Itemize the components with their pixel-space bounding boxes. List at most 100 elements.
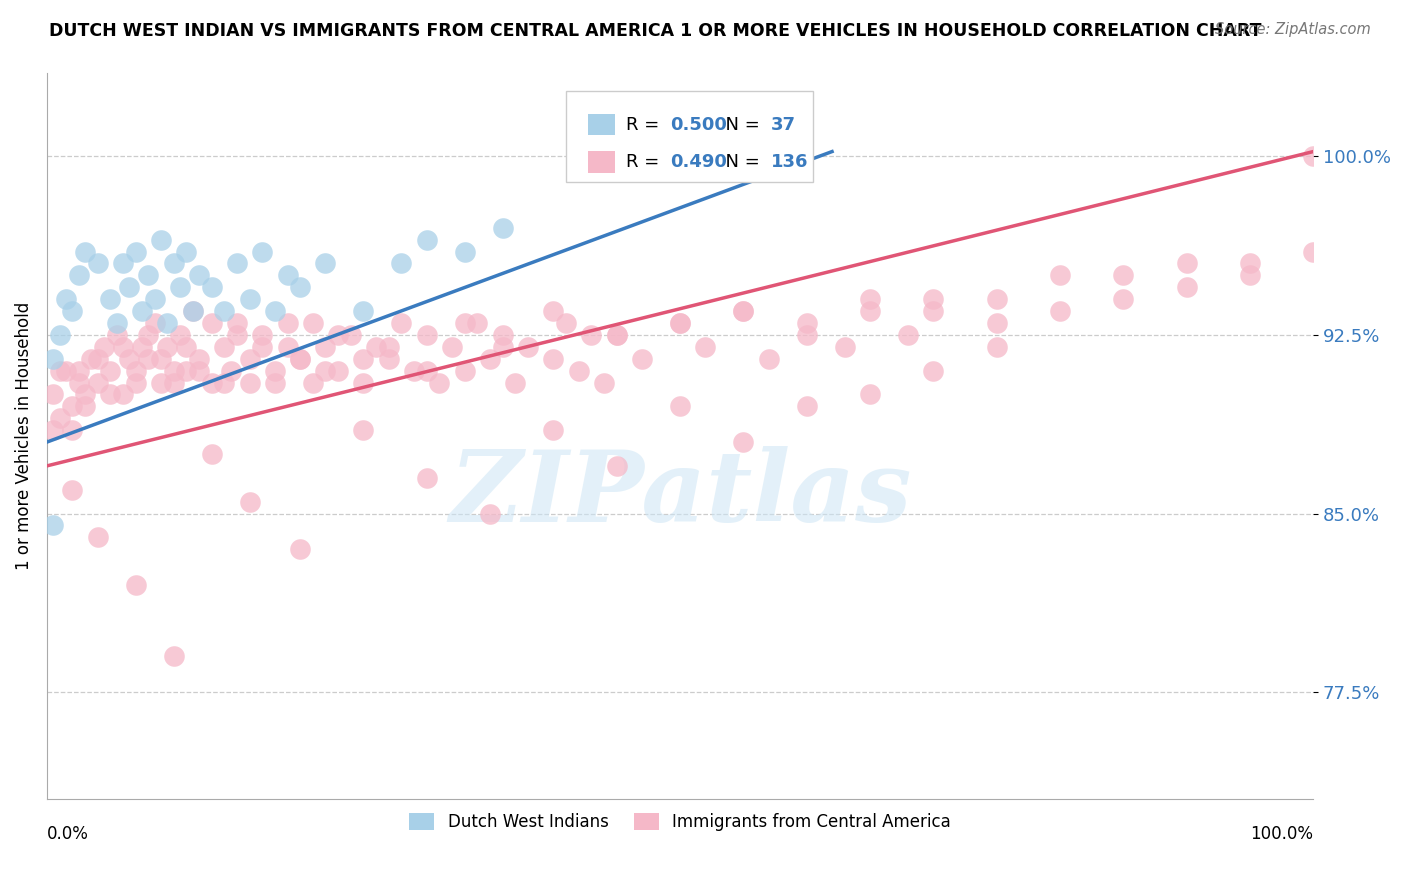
Point	[105, 316, 128, 330]
Point	[796, 327, 818, 342]
Point	[328, 327, 350, 342]
Point	[143, 316, 166, 330]
Point	[366, 340, 388, 354]
Point	[353, 304, 375, 318]
Point	[288, 280, 311, 294]
Point	[1302, 244, 1324, 259]
Point	[93, 340, 115, 354]
Point	[136, 268, 159, 283]
Point	[86, 376, 108, 390]
Point	[1112, 268, 1135, 283]
Point	[758, 351, 780, 366]
Point	[98, 387, 121, 401]
Point	[238, 292, 260, 306]
Text: R =: R =	[626, 153, 665, 171]
Point	[225, 256, 247, 270]
Point	[111, 340, 134, 354]
Point	[187, 364, 209, 378]
Text: 0.490: 0.490	[669, 153, 727, 171]
Point	[479, 507, 502, 521]
Point	[1302, 149, 1324, 163]
Point	[162, 364, 184, 378]
Point	[156, 316, 179, 330]
Point	[922, 292, 945, 306]
Point	[568, 364, 591, 378]
Point	[80, 351, 103, 366]
Point	[796, 316, 818, 330]
Point	[416, 327, 439, 342]
Point	[492, 340, 515, 354]
Point	[986, 340, 1008, 354]
Point	[276, 316, 298, 330]
Point	[55, 292, 77, 306]
Point	[105, 327, 128, 342]
Point	[111, 256, 134, 270]
Point	[42, 351, 65, 366]
Point	[301, 316, 323, 330]
Point	[315, 256, 337, 270]
Point	[897, 327, 920, 342]
Point	[42, 518, 65, 533]
Point	[250, 340, 273, 354]
Point	[55, 364, 77, 378]
Point	[315, 340, 337, 354]
Point	[543, 304, 565, 318]
Point	[1112, 292, 1135, 306]
Point	[238, 494, 260, 508]
Point	[834, 340, 856, 354]
Text: 100.0%: 100.0%	[1250, 825, 1313, 843]
Bar	[588, 152, 616, 173]
Point	[353, 376, 375, 390]
Point	[416, 364, 439, 378]
Point	[149, 233, 172, 247]
Point	[631, 351, 654, 366]
Point	[162, 649, 184, 664]
Point	[124, 364, 146, 378]
Point	[263, 376, 285, 390]
Point	[60, 400, 83, 414]
Point	[669, 400, 692, 414]
Point	[60, 423, 83, 437]
Point	[796, 400, 818, 414]
Point	[441, 340, 464, 354]
Point	[200, 280, 222, 294]
Point	[543, 423, 565, 437]
Point	[60, 304, 83, 318]
Text: N =: N =	[714, 153, 766, 171]
Point	[1175, 256, 1198, 270]
Point	[922, 364, 945, 378]
Point	[156, 340, 179, 354]
Point	[606, 458, 628, 473]
Point	[986, 316, 1008, 330]
Point	[340, 327, 363, 342]
Point	[505, 376, 527, 390]
Point	[48, 327, 70, 342]
Point	[288, 351, 311, 366]
Point	[118, 280, 141, 294]
Point	[555, 316, 578, 330]
Point	[131, 340, 153, 354]
Text: 0.500: 0.500	[669, 116, 727, 134]
Point	[1175, 280, 1198, 294]
Text: 136: 136	[772, 153, 808, 171]
Point	[98, 364, 121, 378]
Point	[276, 340, 298, 354]
Point	[174, 244, 197, 259]
Point	[181, 304, 204, 318]
Point	[276, 268, 298, 283]
Point	[238, 351, 260, 366]
Point	[328, 364, 350, 378]
Point	[169, 280, 191, 294]
Point	[124, 376, 146, 390]
Text: DUTCH WEST INDIAN VS IMMIGRANTS FROM CENTRAL AMERICA 1 OR MORE VEHICLES IN HOUSE: DUTCH WEST INDIAN VS IMMIGRANTS FROM CEN…	[49, 22, 1261, 40]
Point	[517, 340, 540, 354]
Point	[136, 327, 159, 342]
Point	[606, 327, 628, 342]
Point	[859, 292, 882, 306]
Text: Source: ZipAtlas.com: Source: ZipAtlas.com	[1215, 22, 1371, 37]
Point	[454, 316, 477, 330]
Point	[391, 316, 413, 330]
Point	[169, 327, 191, 342]
Point	[288, 542, 311, 557]
Point	[416, 471, 439, 485]
